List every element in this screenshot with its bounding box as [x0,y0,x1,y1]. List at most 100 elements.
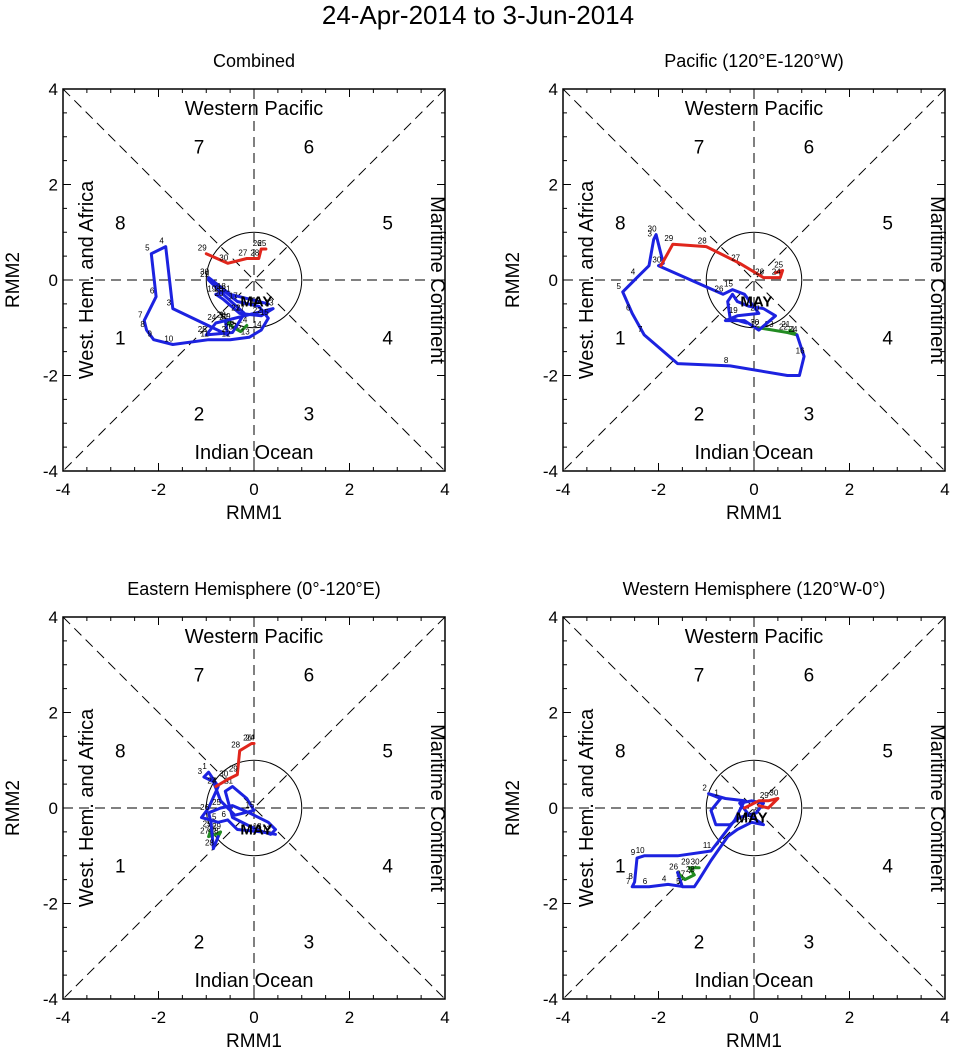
day-label: 3 [647,229,652,238]
day-label: 11 [703,841,712,850]
phase-panel: Pacific (120°E-120°W)-4-4-2-2002244RMM1R… [503,51,950,524]
region-label-indian-ocean: Indian Ocean [195,970,314,992]
day-label: 21 [781,320,790,329]
y-tick-label: 0 [49,799,58,818]
day-label: 26 [225,318,234,327]
day-label: 7 [638,325,643,334]
panel-title: Western Hemisphere (120°W-0°) [623,579,886,599]
phase-number-1: 1 [615,328,626,349]
day-label: 29 [229,765,238,774]
x-tick-label: -2 [151,1008,166,1027]
y-tick-label: 4 [549,80,558,99]
day-label: 25 [203,819,212,828]
y-axis-label: RMM2 [3,780,24,836]
phase-number-3: 3 [804,405,815,426]
x-tick-label: 4 [940,480,949,499]
phase-number-5: 5 [382,742,393,763]
day-label: 29 [200,270,209,279]
trajectory-may [200,770,277,851]
day-label: 4 [159,237,164,246]
y-tick-label: 4 [549,608,558,627]
x-tick-label: 2 [345,1008,354,1027]
region-label-maritime-continent: Maritime Continent [926,724,948,892]
diagonal-line [562,616,946,1000]
day-label: 16 [250,296,259,305]
x-tick-label: -4 [55,1008,70,1027]
day-label: 29 [760,791,769,800]
diagonal-line [62,88,446,472]
day-label: 27 [200,827,209,836]
day-label: 15 [260,308,269,317]
diagonal-line [562,616,946,1000]
phase-number-5: 5 [882,214,893,235]
trajectory-june [214,742,256,788]
day-label: 7 [626,877,631,886]
phase-number-6: 6 [804,665,815,686]
day-label: 27 [676,870,685,879]
region-label-western-pacific: Western Pacific [685,98,824,120]
x-tick-label: -4 [55,480,70,499]
diagonal-line [562,88,946,472]
x-axis-label: RMM1 [726,1031,782,1052]
day-label: 13 [241,327,250,336]
day-label: 5 [212,812,217,821]
day-label: 30 [769,788,778,797]
region-label-indian-ocean: Indian Ocean [195,442,314,464]
phase-number-4: 4 [882,328,893,349]
diagonal-line [62,88,446,472]
day-label: 24 [207,313,216,322]
phase-number-7: 7 [194,665,205,686]
x-tick-label: -4 [555,1008,570,1027]
day-label: 6 [222,810,227,819]
y-tick-label: -4 [543,990,558,1009]
day-label: 9 [631,848,636,857]
day-label: 30 [652,256,661,265]
day-label: 28 [686,865,695,874]
phase-number-5: 5 [382,214,393,235]
day-label: 5 [676,877,681,886]
unit-circle [205,231,303,329]
phase-number-2: 2 [194,405,205,426]
day-label: 15 [743,812,752,821]
phase-number-8: 8 [615,214,626,235]
day-label: 8 [724,356,729,365]
day-label: 4 [631,268,636,277]
day-label: 26 [200,803,209,812]
month-label-may: MAY [240,293,272,310]
day-label: 17 [229,291,238,300]
phase-number-3: 3 [304,933,315,954]
x-tick-label: -2 [151,480,166,499]
region-label-west-hem-africa: West. Hem. and Africa [76,180,98,379]
day-label: 24 [772,268,781,277]
panel-title: Eastern Hemisphere (0°-120°E) [127,579,381,599]
region-label-indian-ocean: Indian Ocean [695,970,814,992]
day-label: 6 [150,287,155,296]
x-axis-label: RMM1 [226,503,282,524]
trajectory-june [204,247,268,265]
day-label: 28 [698,237,707,246]
day-label: 8 [628,872,633,881]
x-axis-label: RMM1 [726,503,782,524]
day-label: 3 [198,767,203,776]
day-label: 31 [222,284,231,293]
day-label: 29 [664,234,673,243]
phase-number-6: 6 [304,137,315,158]
day-label: 27 [236,303,245,312]
day-label: 10 [636,846,645,855]
day-label: 25 [198,325,207,334]
day-label: 21 [224,777,233,786]
day-label: 28 [231,741,240,750]
day-label: 28 [215,284,224,293]
day-label: 29 [681,858,690,867]
month-label-may: MAY [736,809,768,826]
region-label-western-pacific: Western Pacific [685,626,824,648]
day-label: 29 [198,244,207,253]
day-label: 4 [212,777,217,786]
diagonal-line [562,88,946,472]
y-tick-label: 2 [549,704,558,723]
x-tick-label: 4 [440,1008,449,1027]
region-label-maritime-continent: Maritime Continent [426,196,448,364]
trajectory-may [630,792,765,889]
region-label-indian-ocean: Indian Ocean [695,442,814,464]
